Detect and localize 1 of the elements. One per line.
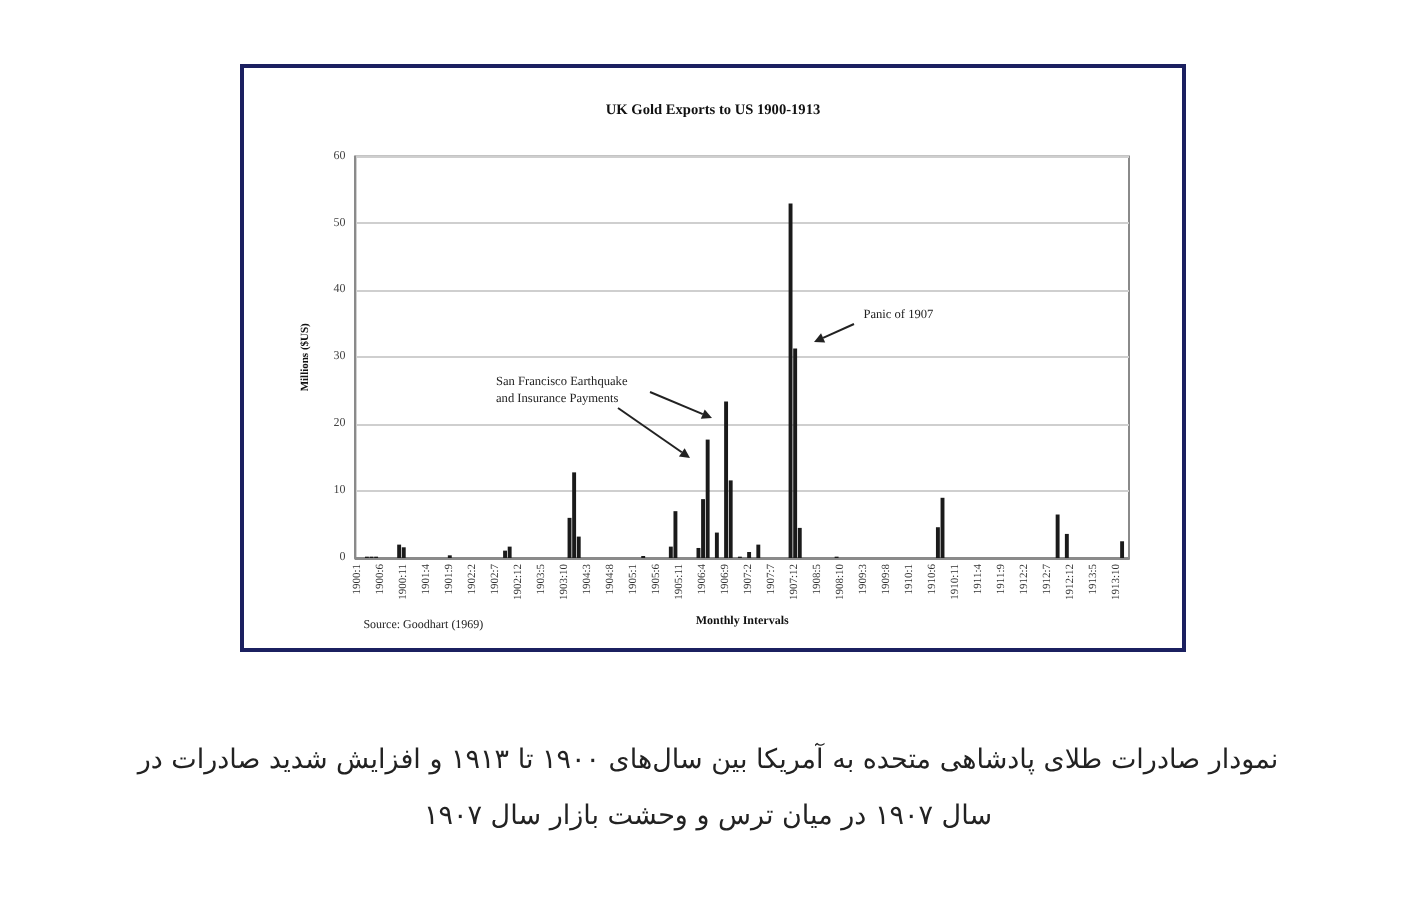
text: نمودار صادرات طلای پادشاهی متحده به آمریکا بین سال‌های ۱۹۰۰ تا ۱۹۱۳ و افزایش شدید صادرات در سال ۱۹۰۷ در میان ترس و وحشت بازار سال ۱۹۰۷ <box>134 741 1281 836</box>
